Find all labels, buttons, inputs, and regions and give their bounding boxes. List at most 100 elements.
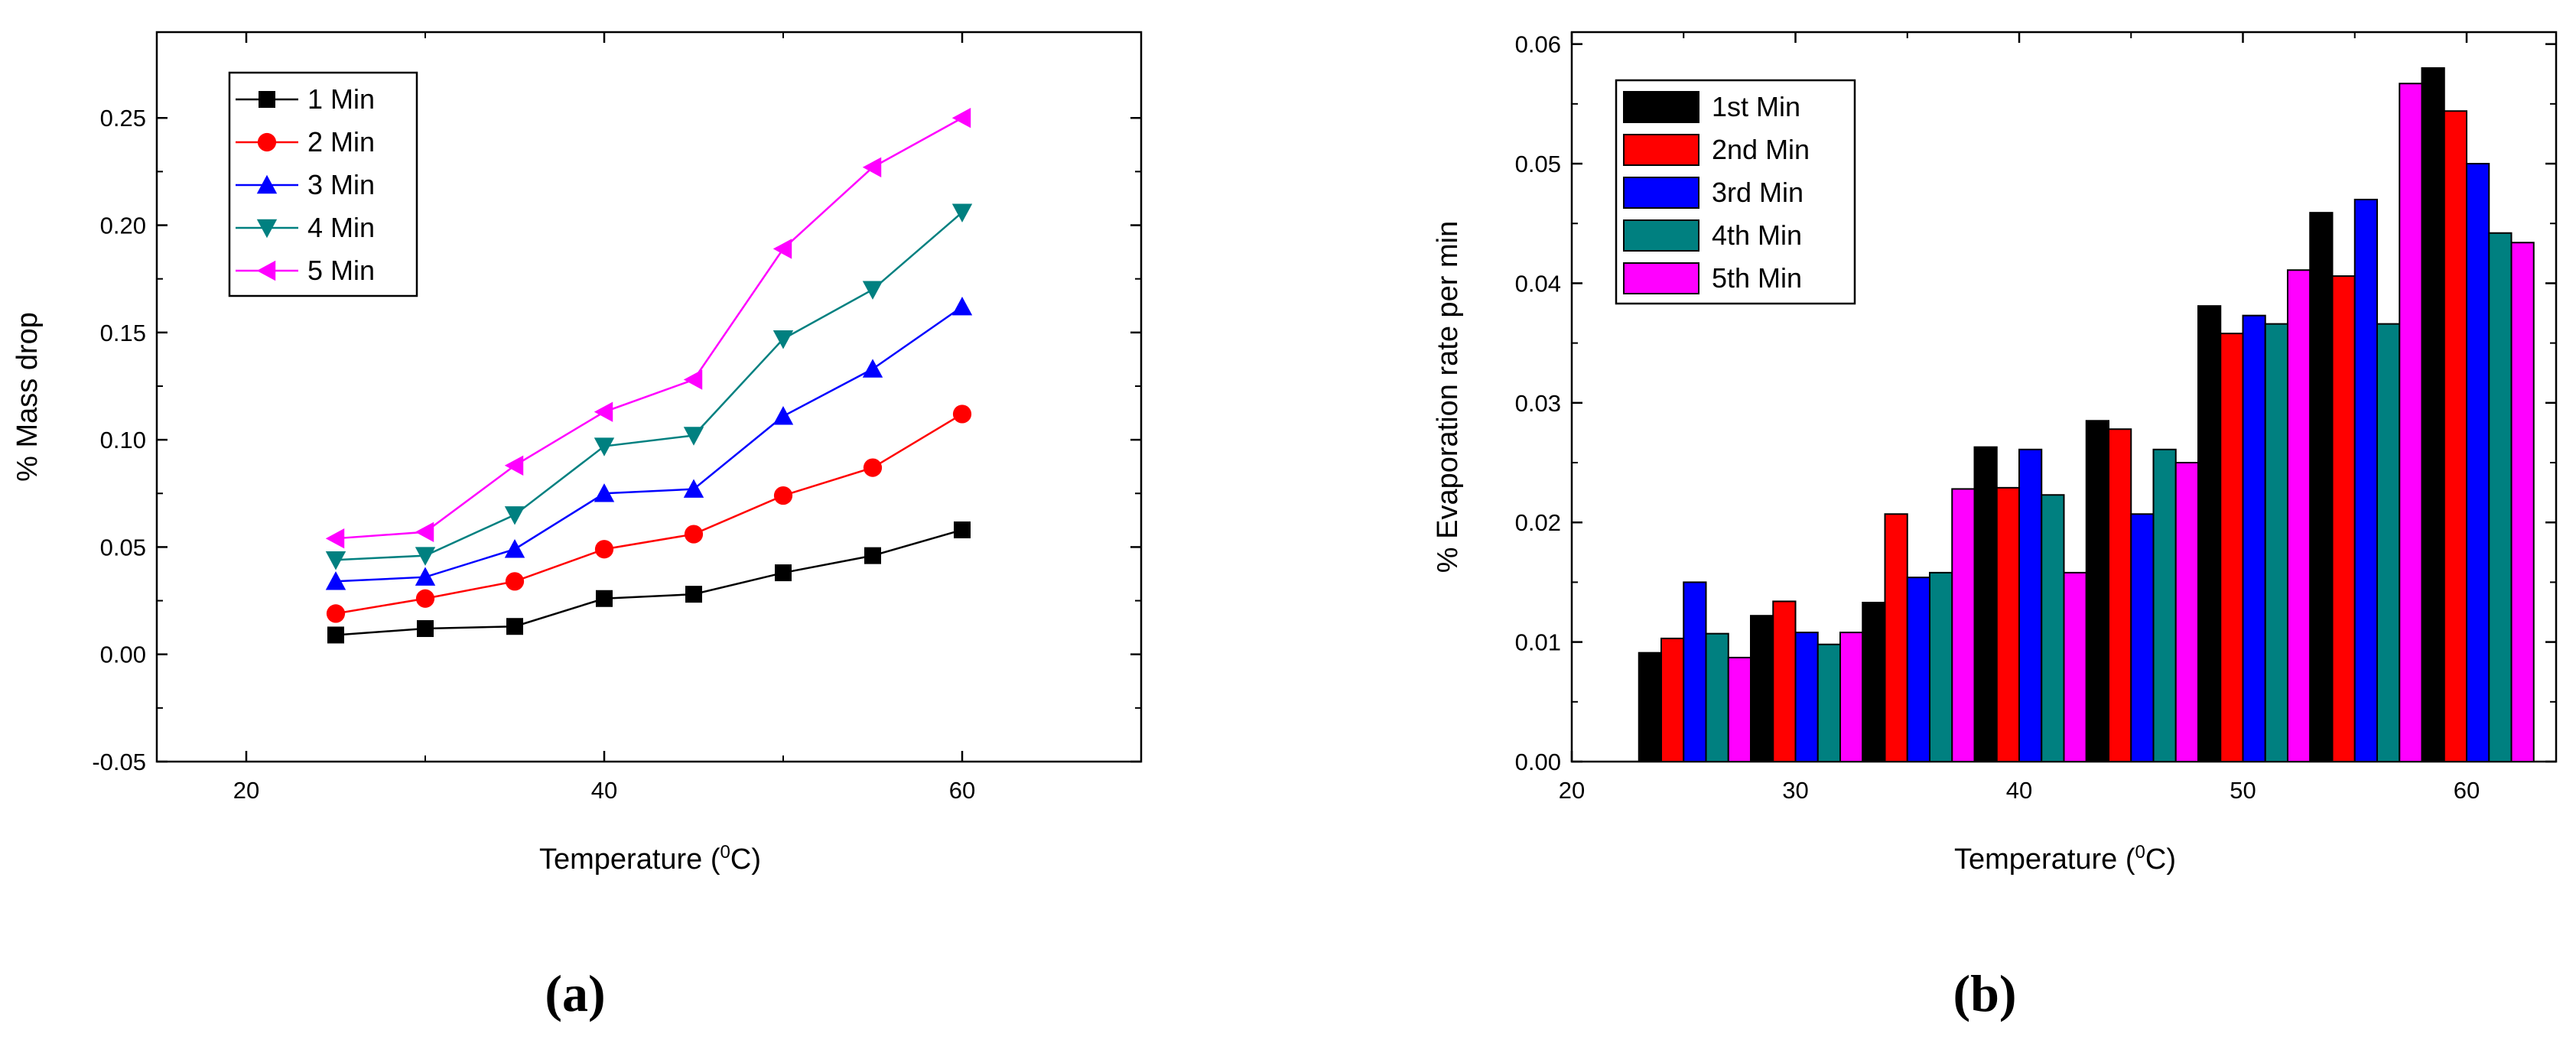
data-point [951,296,973,316]
y-tick-label: 0.03 [1515,390,1561,417]
series-5 [325,108,971,549]
data-point [415,589,435,608]
chart-a: -0.05 0.00 0.05 0.10 0.15 0.20 0.25 20 40 60 Tempe… [11,31,1143,1022]
bar [2152,448,2177,762]
y-tick-label: 0.10 [100,427,146,453]
y-tick-label: 0.00 [1515,749,1561,775]
bar-group-35 [1862,488,1976,763]
legend-label: 5 Min [307,255,375,286]
legend-label: 2nd Min [1712,134,1810,165]
y-tick-label: 0.05 [1515,151,1561,177]
data-point [326,604,346,623]
data-point [325,528,345,549]
bar [1750,615,1774,763]
bar [2331,275,2356,763]
data-point [504,539,525,558]
data-point [951,203,973,223]
panel-label: (b) [1953,964,2016,1022]
legend: 1st Min 2nd Min 3rd Min 4th Min 5th Min [1615,79,1856,305]
bar [1705,632,1729,762]
bar [2197,305,2222,762]
data-point [415,567,436,586]
bar [2041,494,2065,762]
bar [2018,448,2043,762]
data-point [594,401,613,422]
y-tick-label: 0.25 [100,105,146,132]
bar [1862,601,1886,762]
y-tick-label: 0.20 [100,213,146,239]
series-line [335,117,963,540]
series-line [335,528,963,636]
data-point [594,540,614,559]
data-point [772,239,792,259]
data-point [862,281,883,300]
y-tick-label: -0.05 [92,749,146,775]
data-point [773,486,793,505]
bar-group-55 [2309,83,2423,763]
bar [2376,323,2401,763]
bar-group-45 [2085,420,2199,763]
data-point [325,551,346,570]
legend-label: 2 Min [307,126,375,158]
x-tick-label: 50 [2230,777,2256,804]
data-point [775,564,792,582]
bar [1951,488,1976,763]
legend-label: 4 Min [307,212,375,243]
bar [2108,428,2132,763]
data-point [417,620,434,638]
legend-label: 3 Min [307,169,375,200]
data-point [327,626,344,644]
data-point [954,521,971,538]
series-line [335,306,963,583]
x-tick-label: 60 [949,777,975,804]
data-point [506,618,523,635]
bar [2130,513,2155,762]
legend-label: 1st Min [1712,91,1800,122]
legend-swatch [1623,134,1699,166]
bar [2421,67,2445,762]
data-point [504,455,524,476]
y-tick-label: 0.01 [1515,629,1561,656]
bar [1638,651,1662,762]
bar [2353,198,2378,762]
bar [1660,637,1685,762]
legend: 1 Min 2 Min 3 Min 4 Min 5 Min [228,71,418,297]
bar [2264,323,2288,763]
legend-marker [259,91,275,108]
bar [1772,600,1797,763]
data-point [862,157,882,177]
bar-group-25 [1638,581,1751,763]
data-point [683,479,704,498]
data-point [772,406,794,425]
y-axis-label: % Mass drop [11,312,44,482]
legend-swatch [1623,91,1699,123]
y-tick-label: 0.15 [100,320,146,346]
data-point [594,437,615,457]
data-point [685,586,702,603]
bar-group-50 [2197,269,2311,763]
data-point [862,359,883,378]
bar-group-60 [2421,67,2535,763]
panel-label: (a) [545,964,605,1022]
bar [2220,333,2244,763]
bar [2063,571,2087,763]
bar-group-40 [1973,446,2087,763]
plot-frame [155,31,1143,763]
bar [1906,577,1930,763]
legend-marker [256,260,276,281]
legend-label: 4th Min [1712,219,1802,251]
y-tick-label: 0.05 [100,534,146,560]
bar [1794,632,1819,763]
bar [1973,446,1998,762]
data-point [596,590,613,607]
data-point [415,522,434,542]
x-axis-label: Temperature (0C) [539,842,761,876]
bar [1727,656,1751,762]
bar [2510,242,2535,763]
x-tick-label: 20 [1559,777,1585,804]
bar-group-30 [1750,600,1864,763]
legend-marker [256,219,278,239]
legend-label: 5th Min [1712,262,1802,294]
y-tick-label: 0.06 [1515,31,1561,58]
bar [1817,643,1841,763]
